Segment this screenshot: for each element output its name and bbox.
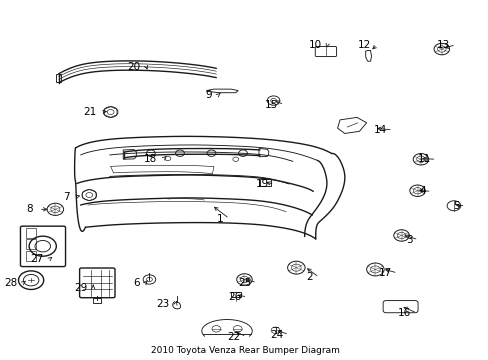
- Text: 21: 21: [82, 107, 96, 117]
- Text: 13: 13: [436, 40, 449, 50]
- Text: 20: 20: [127, 62, 141, 72]
- Text: 29: 29: [74, 283, 87, 293]
- Text: 22: 22: [227, 332, 240, 342]
- Text: 2: 2: [306, 272, 313, 282]
- Text: 4: 4: [418, 186, 425, 197]
- Text: 15: 15: [264, 100, 278, 110]
- Text: 5: 5: [452, 201, 459, 211]
- Text: 11: 11: [417, 154, 430, 164]
- Text: 28: 28: [4, 278, 18, 288]
- Text: 23: 23: [156, 299, 169, 309]
- Text: 18: 18: [143, 154, 157, 164]
- Text: 19: 19: [255, 179, 268, 189]
- Text: 17: 17: [378, 268, 391, 278]
- Text: 1: 1: [217, 213, 223, 224]
- Text: 2010 Toyota Venza Rear Bumper Diagram: 2010 Toyota Venza Rear Bumper Diagram: [151, 346, 339, 355]
- Text: 7: 7: [63, 192, 70, 202]
- Text: 12: 12: [358, 40, 371, 50]
- Text: 16: 16: [397, 308, 410, 318]
- Text: 3: 3: [405, 235, 412, 245]
- Text: 24: 24: [269, 329, 283, 339]
- Text: 14: 14: [373, 125, 386, 135]
- Text: 9: 9: [205, 90, 212, 100]
- Text: 26: 26: [228, 292, 241, 302]
- Text: 10: 10: [308, 40, 321, 50]
- Text: 6: 6: [133, 278, 140, 288]
- Text: 25: 25: [238, 278, 251, 288]
- Text: 27: 27: [30, 255, 43, 265]
- Text: 8: 8: [26, 204, 33, 214]
